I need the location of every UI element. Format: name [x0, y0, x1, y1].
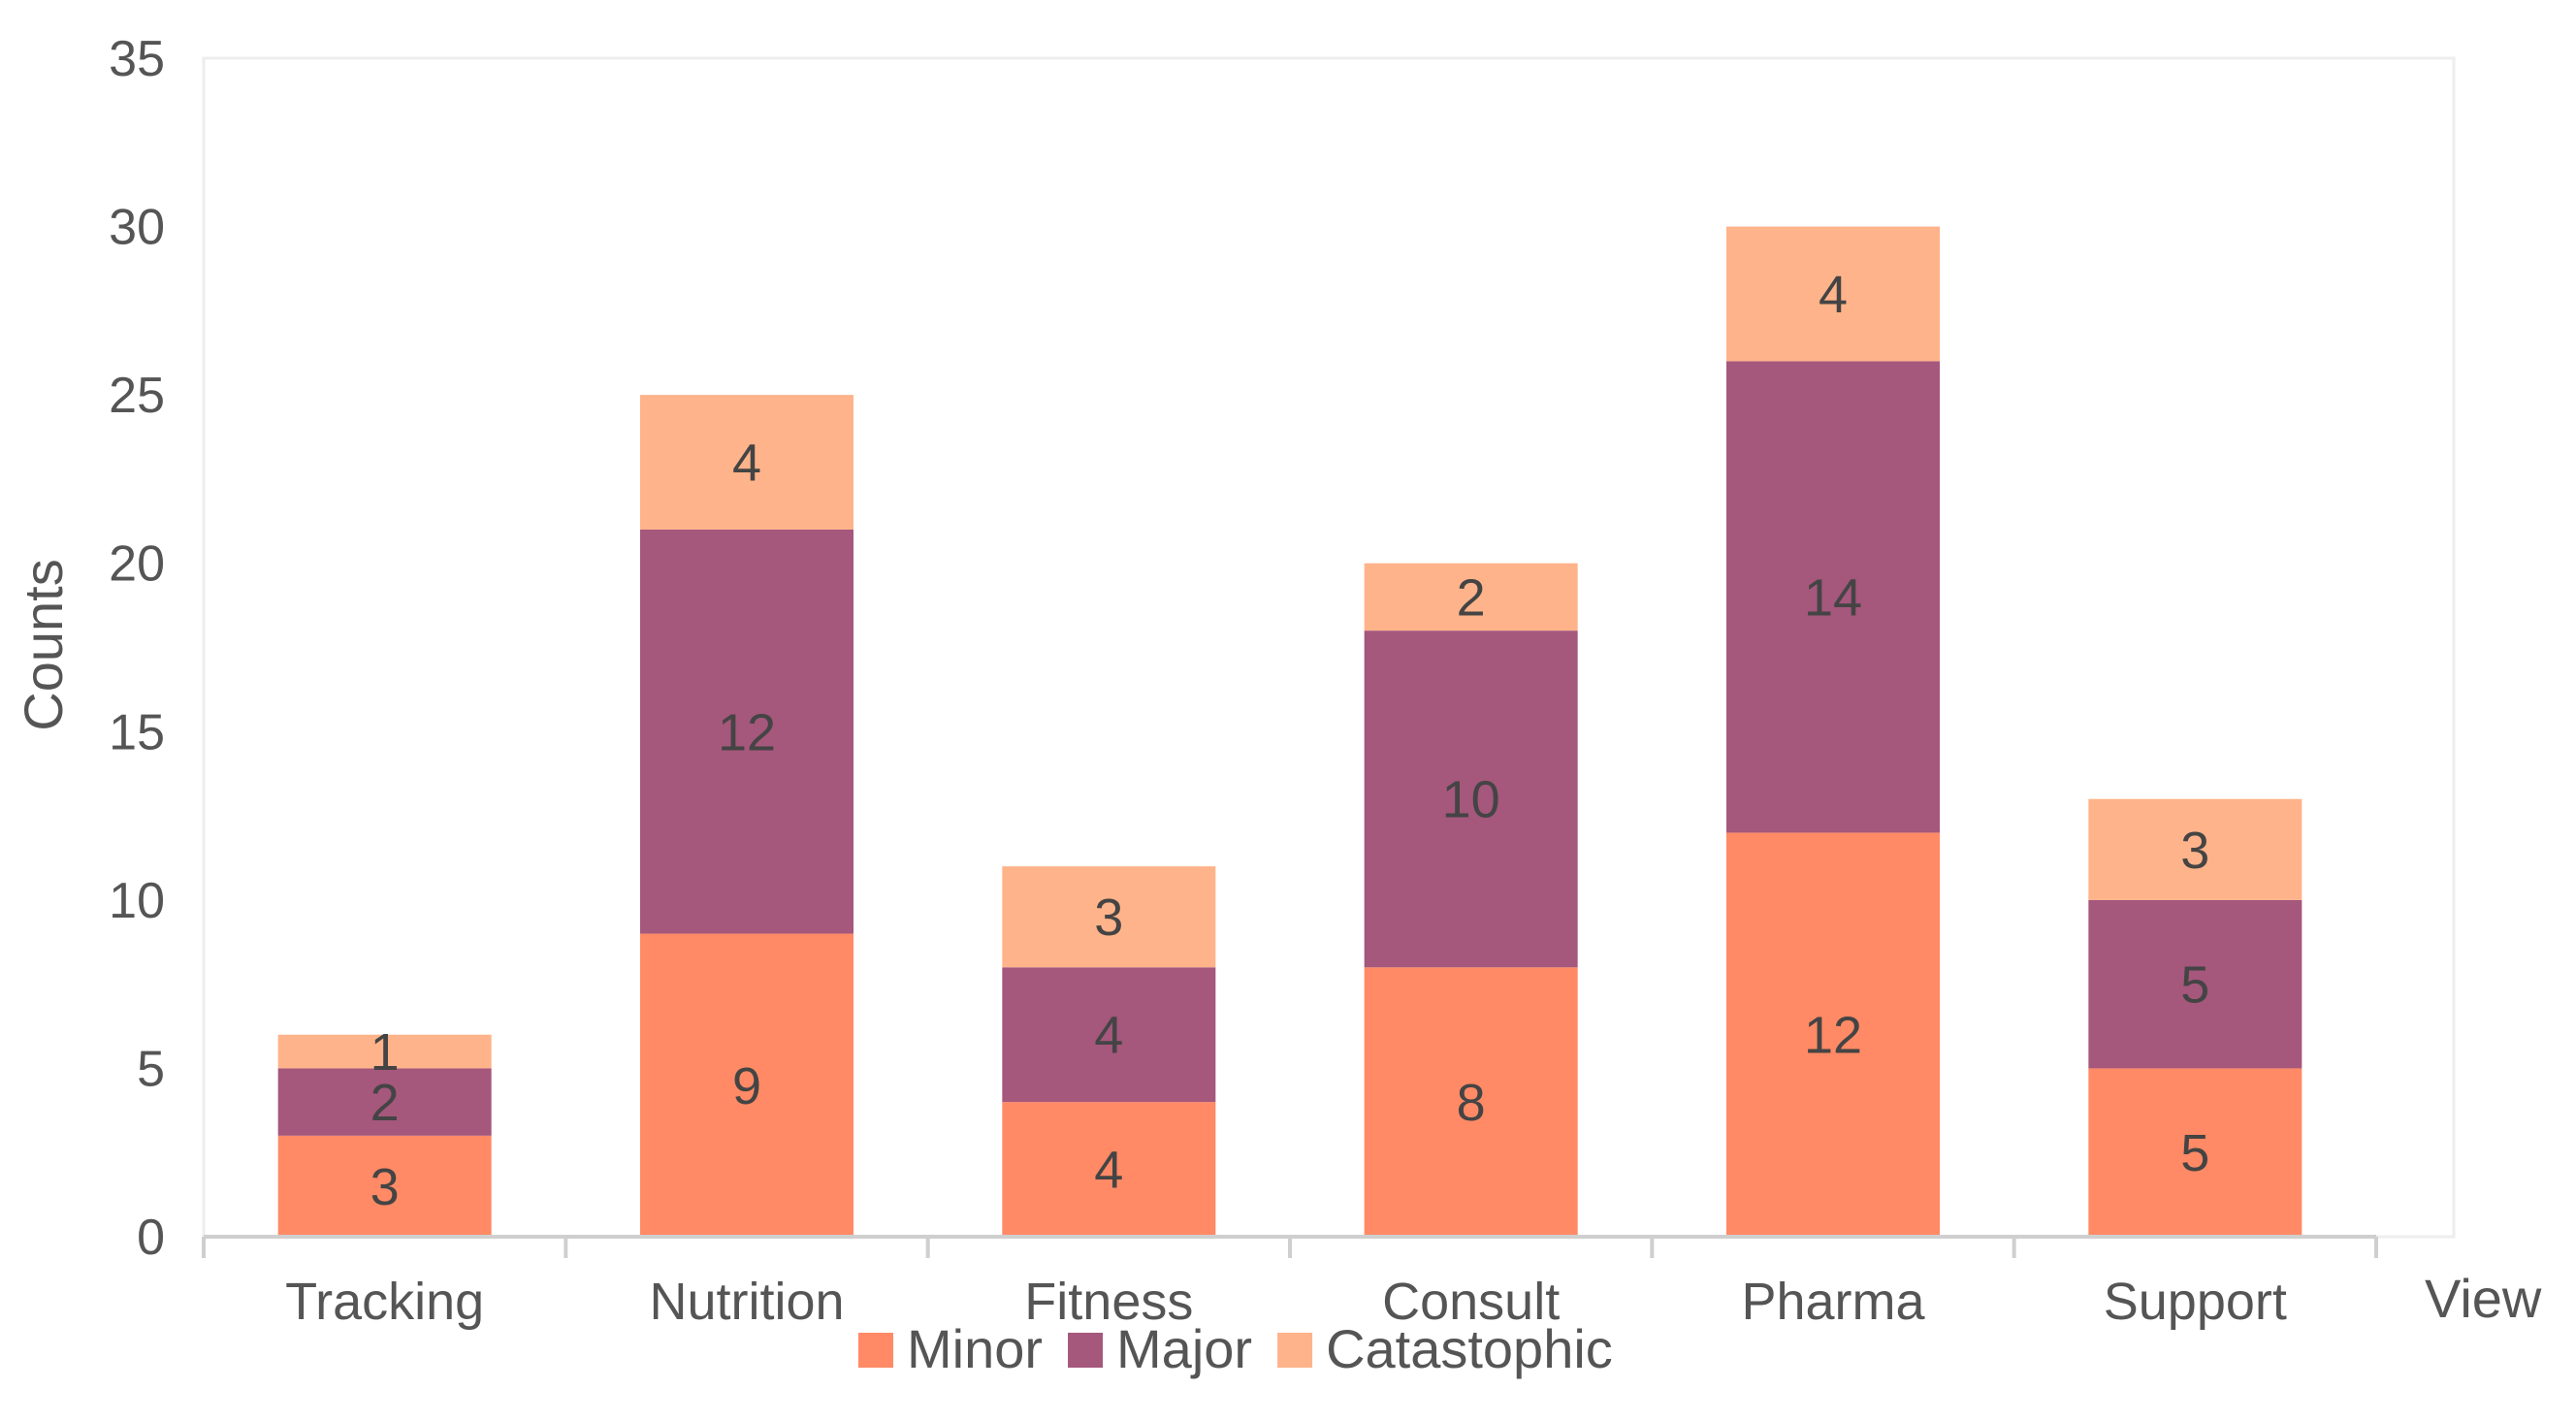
bars — [277, 226, 2302, 1237]
bar-segment-major — [2088, 899, 2302, 1069]
x-axis-title: View — [2425, 1268, 2542, 1329]
data-label: 10 — [1442, 771, 1500, 829]
bar-segment-minor — [1002, 1102, 1216, 1237]
bar-segment-minor — [1364, 967, 1578, 1237]
x-category-label: Pharma — [1741, 1273, 1925, 1331]
bar-segment-minor — [277, 1135, 492, 1237]
bar-segment-major — [277, 1068, 492, 1136]
bar-segment-minor — [640, 933, 853, 1237]
bar-segment-major — [1364, 630, 1578, 968]
bar-segment-minor — [2088, 1068, 2302, 1237]
data-label: 8 — [1457, 1074, 1486, 1132]
legend-label: Minor — [907, 1318, 1043, 1379]
y-axis: 0 5 10 15 20 25 30 35 — [109, 31, 165, 1266]
y-tick-label: 20 — [109, 536, 165, 593]
bar-segment-catastophic — [2088, 798, 2302, 900]
data-label: 2 — [370, 1074, 400, 1132]
y-tick-label: 5 — [137, 1041, 165, 1097]
data-label: 9 — [732, 1057, 761, 1115]
bar-segment-catastophic — [1002, 866, 1216, 968]
y-tick-label: 10 — [109, 873, 165, 929]
x-category-label: Tracking — [285, 1273, 484, 1331]
y-tick-label: 25 — [109, 368, 165, 424]
data-label: 4 — [1094, 1142, 1123, 1200]
bar-segment-major — [1726, 361, 1940, 833]
y-tick-label: 30 — [109, 200, 165, 256]
legend-swatch — [858, 1333, 893, 1368]
legend-label: Major — [1116, 1318, 1252, 1379]
bar-segment-catastophic — [277, 1034, 492, 1069]
data-label: 5 — [2180, 1124, 2209, 1182]
legend-swatch — [1277, 1333, 1313, 1368]
x-category-label: Nutrition — [649, 1273, 844, 1331]
legend-swatch — [1068, 1333, 1104, 1368]
y-tick-label: 0 — [137, 1210, 165, 1266]
bar-segment-catastophic — [640, 395, 853, 530]
data-label: 2 — [1457, 568, 1486, 627]
bar-segment-minor — [1726, 832, 1940, 1237]
y-tick-label: 15 — [109, 704, 165, 760]
y-axis-title: Counts — [13, 559, 74, 730]
x-category-label: Fitness — [1024, 1273, 1193, 1331]
bar-segment-major — [1002, 967, 1216, 1103]
x-axis: Tracking Nutrition Fitness Consult Pharma Sup… — [202, 1237, 2378, 1331]
bar-segment-major — [640, 530, 853, 934]
data-label: 4 — [732, 435, 761, 493]
legend: Minor Major Catastophic — [858, 1318, 1613, 1379]
data-label: 3 — [370, 1158, 400, 1216]
data-label: 4 — [1094, 1007, 1123, 1065]
data-label: 1 — [370, 1023, 400, 1082]
x-category-label: Consult — [1382, 1273, 1560, 1331]
data-label: 5 — [2180, 956, 2209, 1015]
x-category-label: Support — [2104, 1273, 2287, 1331]
data-label: 3 — [2180, 822, 2209, 880]
data-label: 12 — [1804, 1007, 1862, 1065]
data-label: 4 — [1819, 266, 1848, 324]
y-tick-label: 35 — [109, 31, 165, 87]
data-label: 14 — [1804, 568, 1862, 627]
data-label: 3 — [1094, 888, 1123, 947]
bar-segment-catastophic — [1726, 226, 1940, 362]
bar-segment-catastophic — [1364, 563, 1578, 631]
legend-label: Catastophic — [1326, 1318, 1613, 1379]
data-label: 12 — [718, 703, 776, 761]
